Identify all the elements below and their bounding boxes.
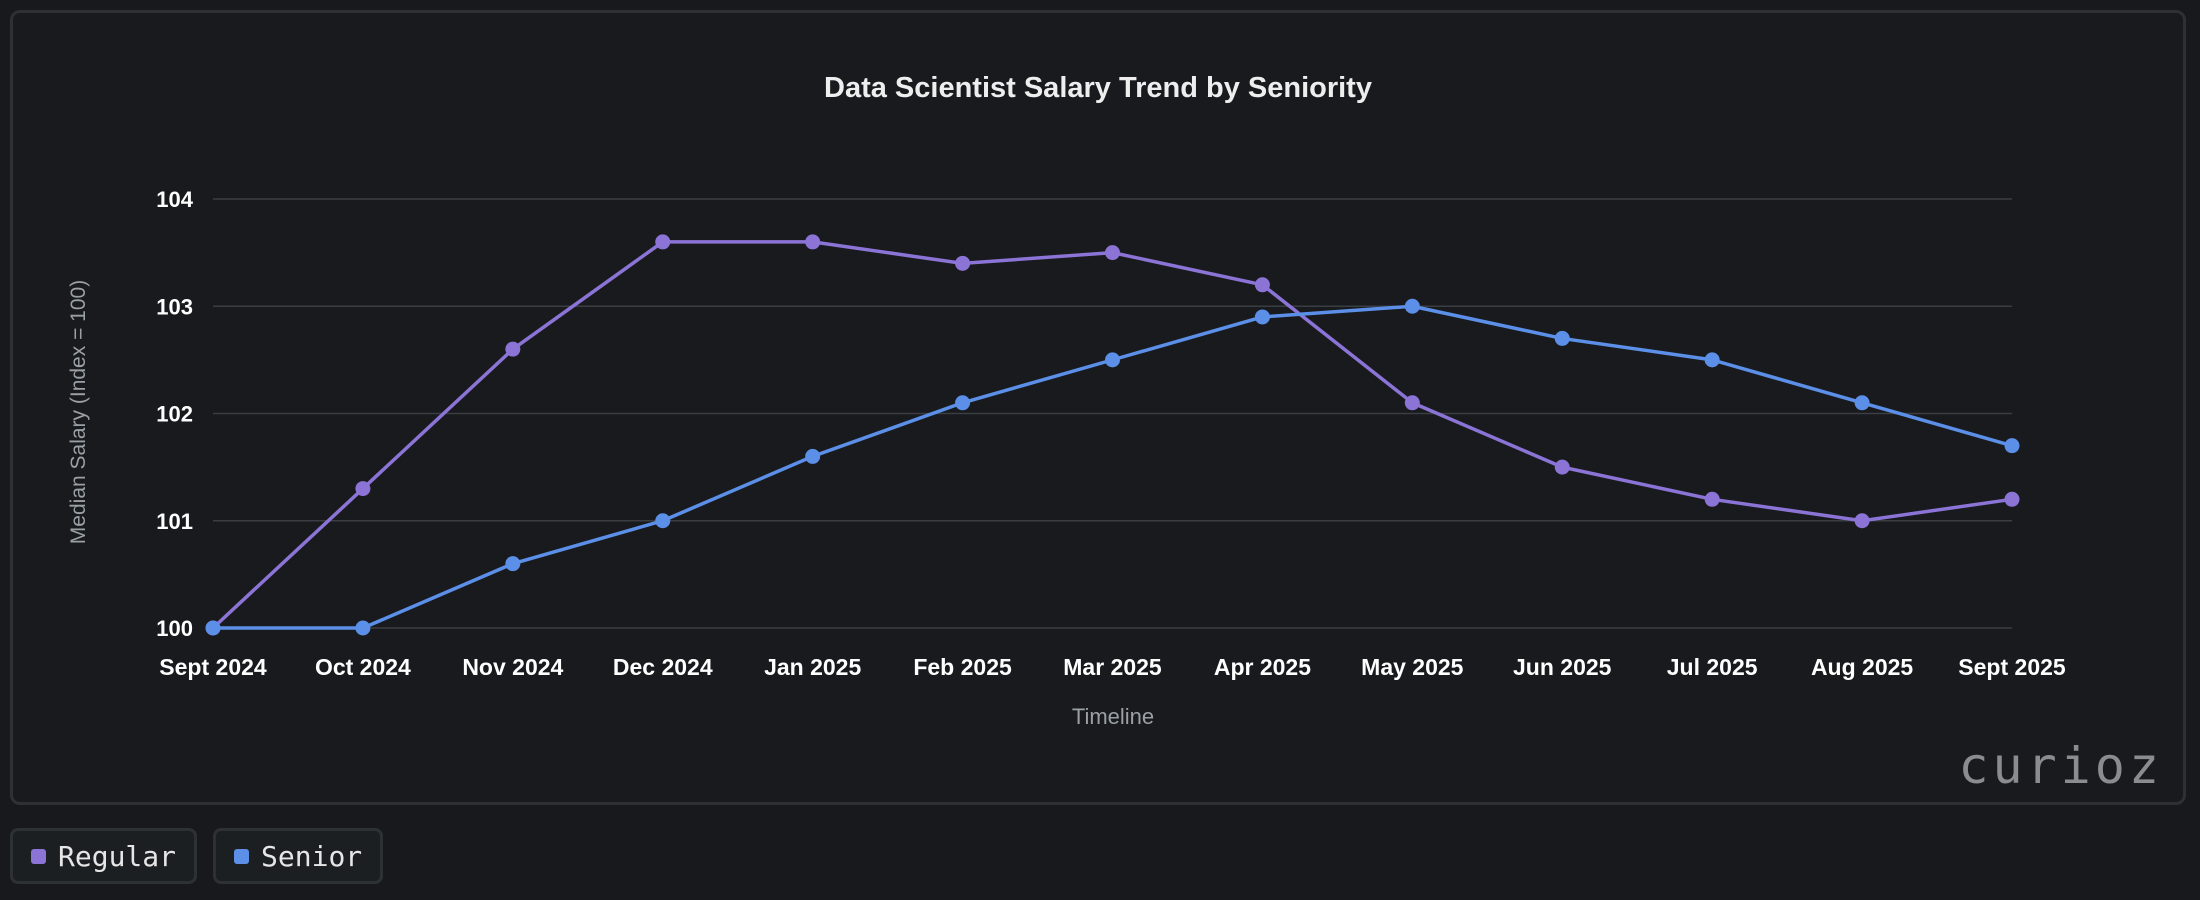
x-tick-label: Dec 2024 — [613, 654, 713, 680]
x-tick-label: Mar 2025 — [1063, 654, 1162, 680]
senior-point — [655, 513, 671, 529]
regular-point — [1404, 395, 1420, 411]
y-tick-label: 103 — [156, 294, 193, 319]
regular-point — [955, 255, 971, 271]
legend-label-regular: Regular — [58, 839, 177, 873]
senior-point — [355, 620, 371, 636]
senior-point — [1854, 395, 1870, 411]
x-tick-label: Jul 2025 — [1667, 654, 1758, 680]
x-tick-label: Feb 2025 — [913, 654, 1012, 680]
regular-line — [211, 240, 2013, 630]
senior-point — [205, 620, 221, 636]
senior-point — [805, 448, 821, 464]
senior-point — [1704, 352, 1720, 368]
regular-point — [655, 234, 671, 250]
regular-point — [355, 481, 371, 497]
senior-swatch-icon — [234, 848, 250, 864]
senior-point — [1554, 330, 1570, 346]
senior-point — [1254, 309, 1270, 325]
y-axis-label: Median Salary (Index = 100) — [67, 280, 90, 544]
regular-point — [1554, 459, 1570, 475]
regular-point — [2004, 491, 2020, 507]
y-tick-label: 104 — [156, 187, 193, 212]
regular-point — [805, 234, 821, 250]
grid-lines — [213, 198, 2012, 629]
senior-point — [2004, 438, 2020, 454]
senior-point — [505, 556, 521, 572]
x-tick-label: Jan 2025 — [764, 654, 861, 680]
x-tick-label: May 2025 — [1361, 654, 1464, 680]
x-tick-label: Aug 2025 — [1811, 654, 1913, 680]
legend-item-senior[interactable]: Senior — [213, 828, 384, 884]
regular-swatch-icon — [31, 848, 46, 864]
x-axis-label: Timeline — [1072, 704, 1154, 729]
x-tick-label: Jun 2025 — [1513, 654, 1612, 680]
legend: Regular Senior — [10, 828, 384, 884]
regular-point — [1854, 513, 1870, 529]
senior-point — [1105, 352, 1120, 368]
y-axis-ticks: 100 101 102 103 104 — [156, 187, 193, 641]
x-tick-label: Sept 2024 — [159, 654, 267, 680]
y-tick-label: 101 — [156, 509, 193, 534]
senior-point — [955, 395, 971, 411]
legend-item-regular[interactable]: Regular — [10, 828, 198, 884]
x-tick-label: Sept 2025 — [1958, 654, 2066, 680]
legend-label-senior: Senior — [261, 839, 363, 873]
line-chart: Data Scientist Salary Trend by Seniority… — [67, 72, 2163, 795]
x-axis-ticks: Sept 2024 Oct 2024 Nov 2024 Dec 2024 Jan 202… — [159, 654, 2066, 680]
x-tick-label: Oct 2024 — [315, 654, 411, 680]
watermark-logo: curioz — [1958, 737, 2163, 795]
regular-point — [1254, 277, 1270, 293]
regular-point — [1105, 245, 1120, 261]
y-tick-label: 100 — [156, 616, 193, 641]
senior-point — [1404, 298, 1420, 314]
y-tick-label: 102 — [156, 402, 193, 427]
regular-point — [1704, 491, 1720, 507]
regular-point — [505, 341, 521, 357]
chart-title: Data Scientist Salary Trend by Seniority — [824, 72, 1372, 104]
x-tick-label: Apr 2025 — [1214, 654, 1311, 680]
series-senior — [205, 298, 2020, 636]
series-layer — [205, 234, 2020, 636]
chart-card: Data Scientist Salary Trend by Seniority… — [10, 10, 2186, 805]
series-regular — [205, 234, 2020, 636]
x-tick-label: Nov 2024 — [462, 654, 563, 680]
